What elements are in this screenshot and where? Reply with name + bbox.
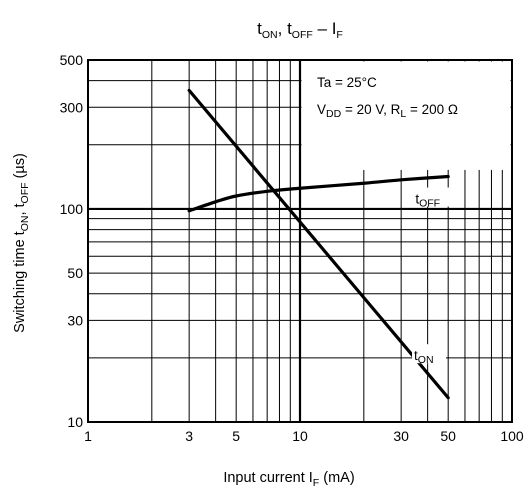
y-tick-label: 100 [60,201,84,217]
x-tick-label: 30 [393,428,409,444]
condition-annotation: Ta = 25°C VDD = 20 V, RL = 200 Ω [301,61,511,170]
y-tick-label: 30 [67,312,83,328]
chart-title: tON, tOFF – IF [257,19,343,41]
x-axis-label: Input current IF (mA) [223,470,354,489]
y-tick-label: 10 [67,414,83,430]
annotation-conditions: VDD = 20 V, RL = 200 Ω [317,102,458,120]
series-label-ton: tON [414,348,434,366]
x-tick-label: 1 [84,428,92,444]
x-tick-label: 5 [232,428,240,444]
x-tick-label: 3 [185,428,193,444]
series-line-ton [187,88,450,400]
y-tick-labels: 10 30 50 100 300 500 [60,52,84,430]
y-tick-label: 300 [60,99,84,115]
annotation-background [301,61,511,170]
plot-frame [87,59,513,423]
series-line-toff [187,174,450,213]
y-tick-label: 500 [60,52,84,68]
x-tick-label: 100 [500,428,524,444]
series-label-toff: tOFF [415,192,440,210]
y-tick-label: 50 [67,265,83,281]
x-tick-labels: 1 3 5 10 30 50 100 [84,428,524,444]
ton-label-background [412,344,447,364]
x-tick-label: 50 [440,428,456,444]
series-lines [187,88,450,400]
x-tick-label: 10 [292,428,308,444]
toff-label-background [413,187,458,207]
annotation-temperature: Ta = 25°C [317,75,377,90]
y-axis-label: Switching time tON, tOFF (µs) [12,153,31,333]
